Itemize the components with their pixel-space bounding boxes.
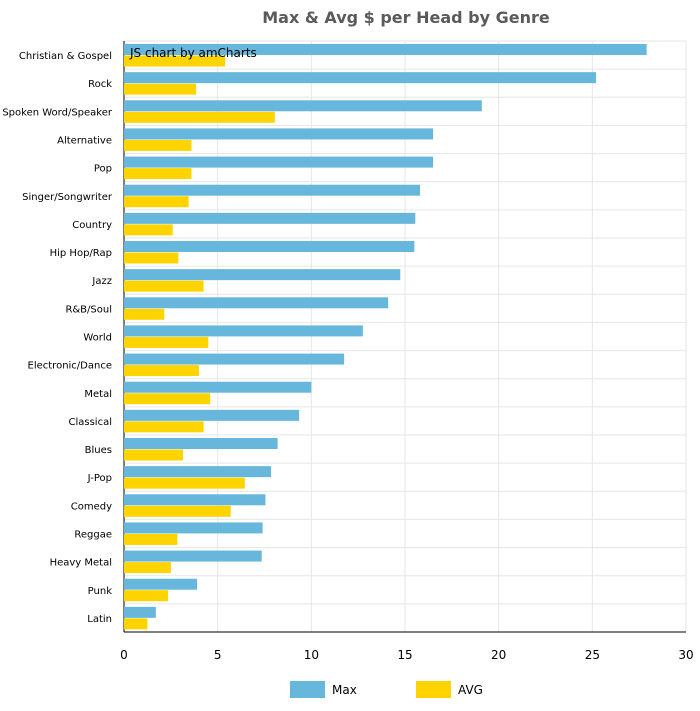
legend-swatch-max[interactable]	[290, 681, 325, 698]
bar-max-3[interactable]	[124, 128, 434, 140]
bar-max-19[interactable]	[124, 578, 198, 590]
bar-max-0[interactable]	[124, 44, 647, 55]
y-axis-labels: Christian & Gospel Rock Spoken Word/Speake…	[2, 51, 113, 625]
bar-avg-14[interactable]	[124, 449, 184, 461]
y-tick-label: Country	[72, 220, 112, 231]
bar-max-17[interactable]	[124, 522, 263, 534]
bar-avg-5[interactable]	[124, 196, 189, 208]
bar-avg-11[interactable]	[124, 365, 199, 377]
bar-max-6[interactable]	[124, 212, 416, 224]
bar-max-2[interactable]	[124, 100, 482, 112]
bar-avg-0[interactable]	[124, 55, 226, 67]
bar-max-10[interactable]	[124, 325, 363, 337]
x-tick-label: 0	[120, 648, 128, 662]
y-tick-label: Heavy Metal	[50, 558, 112, 569]
bar-avg-13[interactable]	[124, 421, 204, 433]
y-tick-label: Metal	[84, 389, 112, 400]
x-tick-label: 5	[214, 648, 222, 662]
grid-layer	[123, 40, 687, 633]
y-tick-label: World	[83, 333, 112, 344]
x-axis-labels: 0 5 10 15 20 25 30	[120, 648, 693, 662]
x-tick-label: 15	[397, 648, 412, 662]
bar-avg-18[interactable]	[124, 562, 171, 574]
bar-avg-16[interactable]	[124, 505, 231, 517]
bar-avg-20[interactable]	[124, 618, 148, 630]
bar-avg-17[interactable]	[124, 533, 178, 545]
bar-avg-19[interactable]	[124, 590, 169, 602]
y-tick-label: Classical	[69, 417, 113, 428]
bar-max-13[interactable]	[124, 409, 300, 421]
y-tick-label: Comedy	[71, 501, 112, 512]
y-tick-label: Latin	[87, 614, 112, 625]
legend[interactable]: Max AVG	[290, 681, 483, 698]
x-tick-label: 10	[304, 648, 319, 662]
y-tick-label: J-Pop	[87, 473, 112, 484]
legend-label-avg[interactable]: AVG	[458, 683, 483, 697]
bar-avg-10[interactable]	[124, 336, 209, 348]
bar-avg-3[interactable]	[124, 139, 192, 151]
bar-avg-2[interactable]	[124, 111, 275, 123]
y-tick-label: Blues	[85, 445, 112, 456]
y-tick-label: Christian & Gospel	[19, 51, 112, 62]
watermark[interactable]: JS chart by amCharts	[129, 46, 257, 60]
bar-max-15[interactable]	[124, 466, 272, 478]
y-tick-label: Alternative	[57, 136, 112, 147]
y-tick-label: Pop	[94, 164, 112, 175]
bar-max-16[interactable]	[124, 494, 266, 506]
bar-max-9[interactable]	[124, 297, 389, 309]
x-tick-label: 30	[678, 648, 693, 662]
bar-avg-6[interactable]	[124, 224, 173, 236]
bar-max-4[interactable]	[124, 156, 434, 168]
x-tick-label: 20	[491, 648, 506, 662]
x-tick-label: 25	[585, 648, 600, 662]
legend-swatch-avg[interactable]	[416, 681, 451, 698]
bar-avg-4[interactable]	[124, 168, 192, 180]
y-tick-label: Singer/Songwriter	[22, 192, 113, 203]
chart-title: Max & Avg $ per Head by Genre	[262, 8, 550, 27]
bar-max-14[interactable]	[124, 438, 278, 449]
y-tick-label: Spoken Word/Speaker	[2, 107, 113, 118]
bar-max-8[interactable]	[124, 269, 401, 281]
y-tick-label: Jazz	[91, 276, 112, 287]
bar-max-7[interactable]	[124, 241, 415, 252]
bar-max-1[interactable]	[124, 72, 597, 84]
y-tick-label: Hip Hop/Rap	[50, 248, 112, 259]
bar-max-5[interactable]	[124, 184, 420, 196]
bar-avg-9[interactable]	[124, 308, 165, 320]
bar-avg-8[interactable]	[124, 280, 204, 292]
bar-avg-12[interactable]	[124, 393, 211, 405]
bar-max-20[interactable]	[124, 606, 156, 618]
bar-avg-1[interactable]	[124, 83, 197, 95]
y-tick-label: Rock	[88, 79, 112, 90]
y-tick-label: Punk	[88, 586, 113, 597]
y-tick-label: R&B/Soul	[65, 304, 112, 315]
y-tick-label: Electronic/Dance	[28, 361, 112, 372]
bar-max-12[interactable]	[124, 381, 312, 393]
bar-max-11[interactable]	[124, 353, 345, 365]
bar-max-18[interactable]	[124, 550, 262, 562]
bars-layer[interactable]	[124, 44, 647, 630]
y-tick-label: Reggae	[74, 530, 112, 541]
bar-avg-7[interactable]	[124, 252, 179, 264]
bar-avg-15[interactable]	[124, 477, 245, 489]
legend-label-max[interactable]: Max	[332, 683, 357, 697]
